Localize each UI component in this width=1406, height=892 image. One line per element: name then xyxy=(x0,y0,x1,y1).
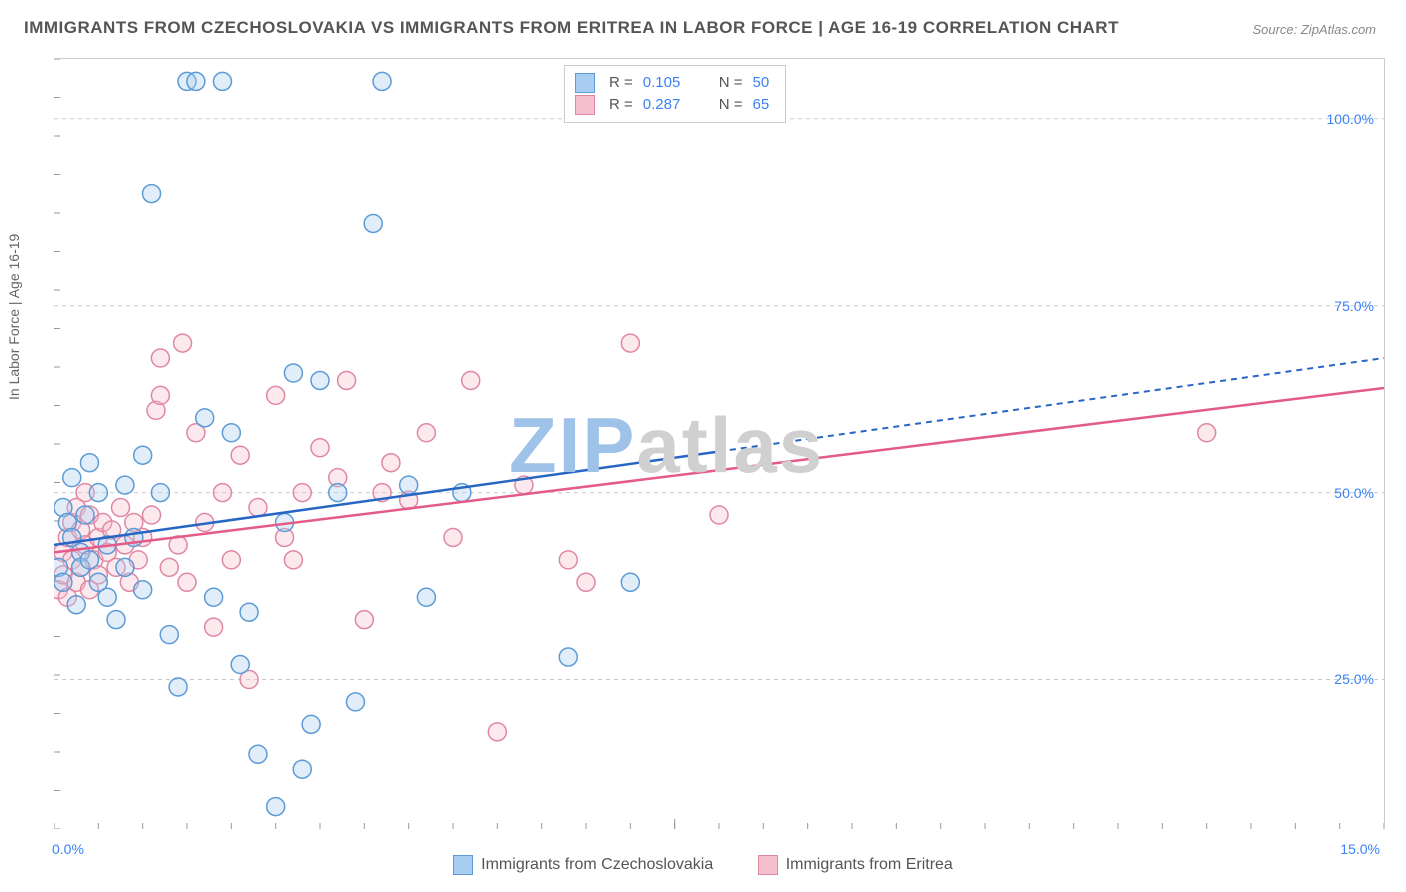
swatch-czech xyxy=(575,73,595,93)
r-value-czech: 0.105 xyxy=(643,72,693,94)
legend-row-czech: R = 0.105 N = 50 xyxy=(575,72,769,94)
n-label: N = xyxy=(719,72,743,94)
y-tick-label: 25.0% xyxy=(1334,671,1374,687)
r-value-eritrea: 0.287 xyxy=(643,94,693,116)
y-tick-label: 100.0% xyxy=(1327,111,1374,127)
source-credit: Source: ZipAtlas.com xyxy=(1252,22,1376,37)
y-axis-label: In Labor Force | Age 16-19 xyxy=(6,234,22,400)
legend-item-eritrea: Immigrants from Eritrea xyxy=(758,855,953,875)
series-legend: Immigrants from Czechoslovakia Immigrant… xyxy=(0,855,1406,880)
chart-title: IMMIGRANTS FROM CZECHOSLOVAKIA VS IMMIGR… xyxy=(24,18,1119,38)
scatter-svg xyxy=(54,59,1384,829)
y-tick-label: 75.0% xyxy=(1334,298,1374,314)
legend-item-czech: Immigrants from Czechoslovakia xyxy=(453,855,713,875)
correlation-legend: R = 0.105 N = 50 R = 0.287 N = 65 xyxy=(564,65,786,123)
swatch-eritrea-icon xyxy=(758,855,778,875)
swatch-eritrea xyxy=(575,95,595,115)
legend-label-eritrea: Immigrants from Eritrea xyxy=(786,856,953,874)
n-value-czech: 50 xyxy=(753,72,770,94)
chart-container: IMMIGRANTS FROM CZECHOSLOVAKIA VS IMMIGR… xyxy=(0,0,1406,892)
plot-area: R = 0.105 N = 50 R = 0.287 N = 65 ZIPatl… xyxy=(54,58,1385,829)
n-label: N = xyxy=(719,94,743,116)
legend-row-eritrea: R = 0.287 N = 65 xyxy=(575,94,769,116)
r-label: R = xyxy=(609,72,633,94)
legend-label-czech: Immigrants from Czechoslovakia xyxy=(481,856,713,874)
n-value-eritrea: 65 xyxy=(753,94,770,116)
y-tick-label: 50.0% xyxy=(1334,485,1374,501)
r-label: R = xyxy=(609,94,633,116)
swatch-czech-icon xyxy=(453,855,473,875)
